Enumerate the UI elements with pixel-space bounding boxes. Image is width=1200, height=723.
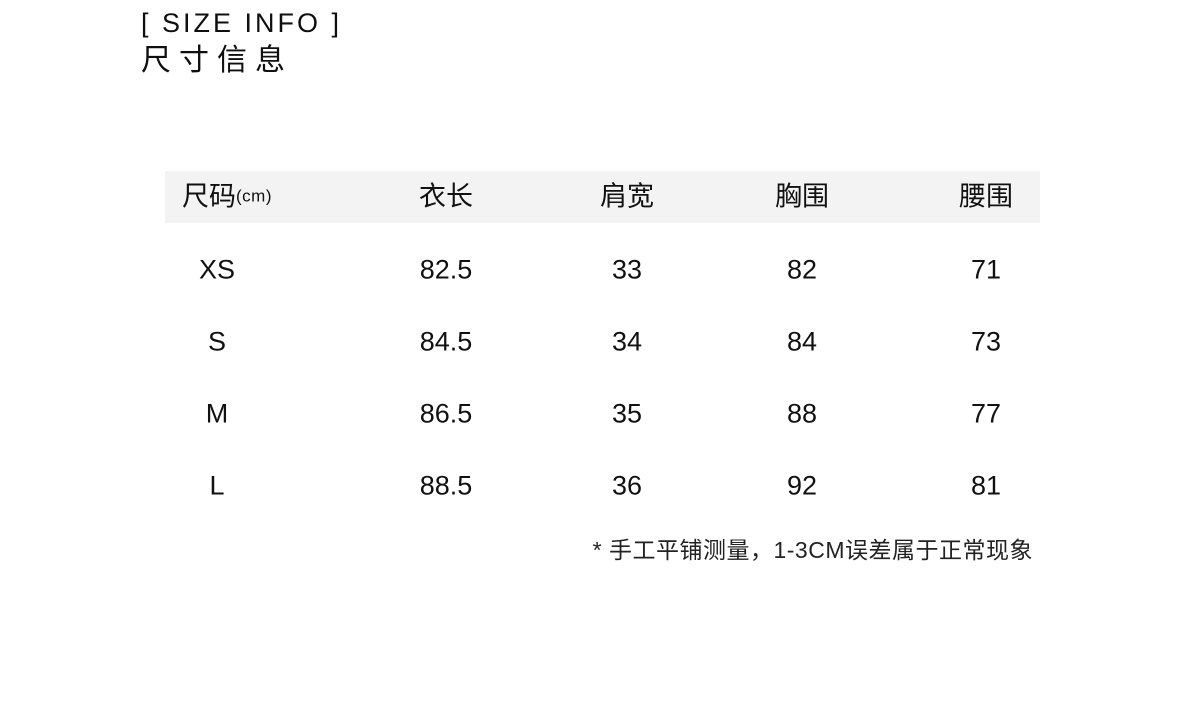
shoulder-cell: 33 bbox=[611, 254, 643, 285]
table-row-m: M 86.5 35 88 77 bbox=[165, 378, 1040, 450]
table-row-xs: XS 82.5 33 82 71 bbox=[165, 234, 1040, 306]
col-header-shoulder-width: 肩宽 bbox=[600, 181, 654, 212]
length-cell: 86.5 bbox=[419, 398, 473, 429]
waist-cell: 77 bbox=[970, 398, 1002, 429]
length-cell: 82.5 bbox=[419, 254, 473, 285]
waist-cell: 71 bbox=[970, 254, 1002, 285]
measurement-note: * 手工平铺测量，1-3CM误差属于正常现象 bbox=[592, 537, 1033, 563]
size-table-header-row: 尺码(cm) 衣长 肩宽 胸围 腰围 bbox=[165, 171, 1040, 223]
table-row-s: S 84.5 34 84 73 bbox=[165, 306, 1040, 378]
size-table-body: XS 82.5 33 82 71 S 84.5 34 84 73 M 86.5 … bbox=[165, 234, 1040, 522]
bust-cell: 88 bbox=[786, 398, 818, 429]
size-cell: M bbox=[205, 398, 229, 429]
shoulder-cell: 36 bbox=[611, 470, 643, 501]
shoulder-cell: 35 bbox=[611, 398, 643, 429]
size-table: 尺码(cm) 衣长 肩宽 胸围 腰围 XS 82.5 33 82 71 S 84… bbox=[165, 171, 1040, 522]
col-header-size: 尺码(cm) bbox=[182, 181, 272, 212]
size-cell: XS bbox=[198, 254, 236, 285]
col-header-size-label: 尺码 bbox=[182, 181, 236, 212]
bust-cell: 84 bbox=[786, 326, 818, 357]
page-title: [ SIZE INFO ] 尺寸信息 bbox=[141, 10, 342, 76]
col-header-bust: 胸围 bbox=[775, 181, 829, 212]
title-english: [ SIZE INFO ] bbox=[141, 8, 343, 38]
waist-cell: 73 bbox=[970, 326, 1002, 357]
table-row-l: L 88.5 36 92 81 bbox=[165, 450, 1040, 522]
waist-cell: 81 bbox=[970, 470, 1002, 501]
bust-cell: 92 bbox=[786, 470, 818, 501]
size-cell: L bbox=[209, 470, 225, 501]
col-header-garment-length: 衣长 bbox=[419, 181, 473, 212]
bust-cell: 82 bbox=[786, 254, 818, 285]
length-cell: 88.5 bbox=[419, 470, 473, 501]
col-header-size-unit: (cm) bbox=[236, 186, 272, 206]
title-chinese: 尺寸信息 bbox=[141, 44, 293, 77]
shoulder-cell: 34 bbox=[611, 326, 643, 357]
length-cell: 84.5 bbox=[419, 326, 473, 357]
col-header-waist: 腰围 bbox=[959, 181, 1013, 212]
size-cell: S bbox=[207, 326, 227, 357]
